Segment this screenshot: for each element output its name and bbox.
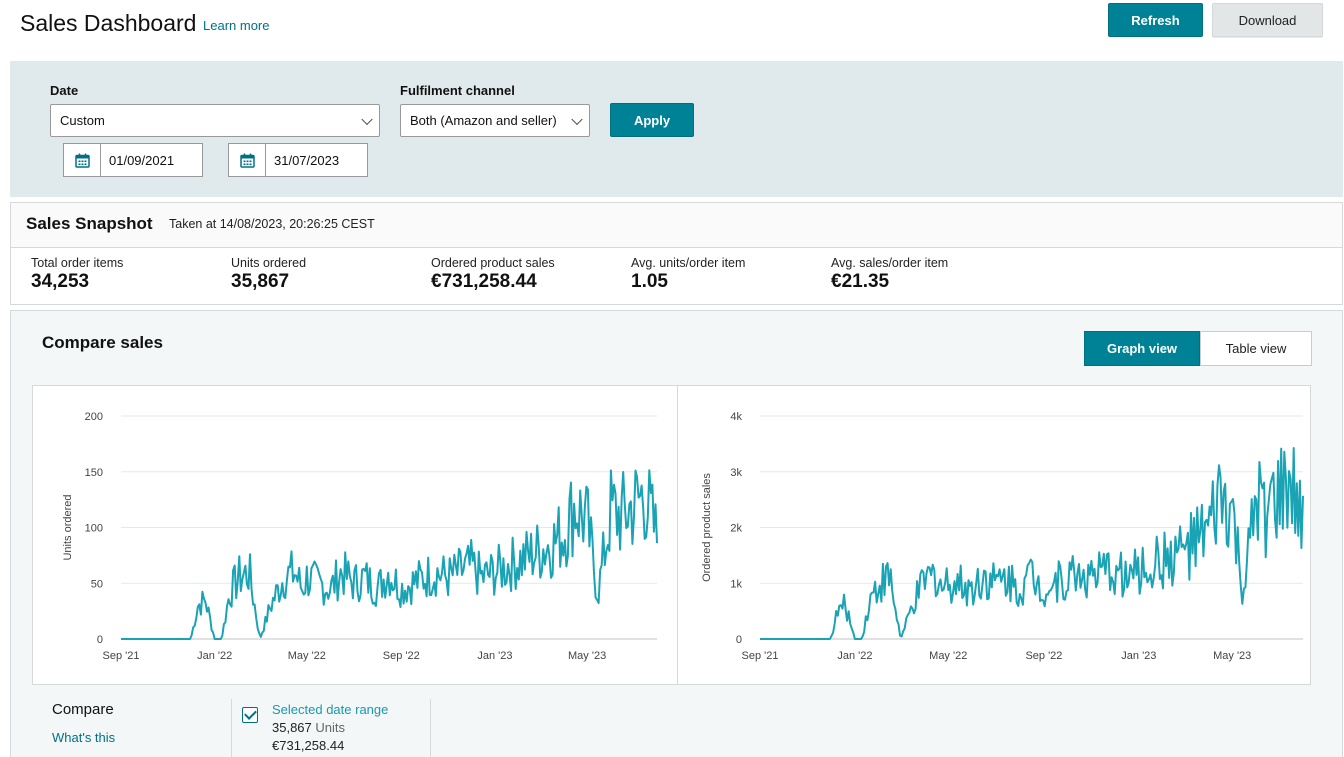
metric-value: €21.35 xyxy=(831,271,890,292)
fulfilment-channel-label: Fulfilment channel xyxy=(400,83,515,98)
metric-value: €731,258.44 xyxy=(431,271,537,292)
selected-range-checkbox[interactable] xyxy=(242,707,258,723)
chart-divider xyxy=(677,386,678,684)
metric-value: 35,867 xyxy=(231,271,290,292)
x-tick-label: Jan '22 xyxy=(197,650,232,662)
date-range-select[interactable]: Custom xyxy=(50,104,380,137)
fulfilment-channel-select[interactable]: Both (Amazon and seller) xyxy=(400,104,590,137)
metric-value: 34,253 xyxy=(31,271,90,292)
download-button[interactable]: Download xyxy=(1212,3,1323,37)
table-view-tab[interactable]: Table view xyxy=(1200,331,1312,366)
legend-units-value: 35,867 xyxy=(272,720,312,735)
x-tick-label: Jan '22 xyxy=(837,650,872,662)
metric-label: Avg. sales/order item xyxy=(831,256,949,270)
snapshot-timestamp: Taken at 14/08/2023, 20:26:25 CEST xyxy=(169,217,375,231)
date-range-value: Custom xyxy=(60,113,105,128)
charts-container: 0 50 100 150 200 Sep '21 Jan '22 May '22 Sep '22… xyxy=(32,385,1311,685)
x-tick-label: May '23 xyxy=(1213,650,1251,662)
x-tick-label: Sep '21 xyxy=(103,650,140,662)
y-tick-label: 1k xyxy=(730,578,742,590)
apply-button[interactable]: Apply xyxy=(610,103,694,137)
chevron-down-icon xyxy=(361,113,373,125)
fulfilment-channel-value: Both (Amazon and seller) xyxy=(410,113,557,128)
filter-panel: Date Custom Fulfilment channel Both (Ama… xyxy=(10,61,1343,197)
start-date-value: 01/09/2021 xyxy=(109,152,175,168)
metric-avg-sales-per-item: Avg. sales/order item €21.35 xyxy=(831,256,948,293)
metric-label: Units ordered xyxy=(231,256,307,270)
y-tick-label: 200 xyxy=(85,411,103,423)
calendar-icon[interactable] xyxy=(229,144,266,176)
calendar-icon[interactable] xyxy=(64,144,101,176)
legend-units-word: Units xyxy=(315,720,346,735)
snapshot-header: Sales Snapshot Taken at 14/08/2023, 20:2… xyxy=(11,203,1342,248)
metric-total-order-items: Total order items 34,253 xyxy=(31,256,123,293)
metric-units-ordered: Units ordered 35,867 xyxy=(231,256,306,293)
x-tick-label: Sep '21 xyxy=(742,650,779,662)
x-tick-label: May '23 xyxy=(568,650,606,662)
page-title: Sales Dashboard xyxy=(20,10,197,36)
x-tick-label: Jan '23 xyxy=(477,650,512,662)
x-tick-label: Jan '23 xyxy=(1121,650,1156,662)
series-line xyxy=(760,447,1304,640)
refresh-button[interactable]: Refresh xyxy=(1108,3,1203,37)
whats-this-link[interactable]: What's this xyxy=(52,730,116,745)
x-tick-label: Sep '22 xyxy=(1025,650,1062,662)
metric-ordered-product-sales: Ordered product sales €731,258.44 xyxy=(431,256,555,293)
y-tick-label: 3k xyxy=(730,467,742,479)
snapshot-title: Sales Snapshot xyxy=(26,214,153,233)
y-axis-label: Units ordered xyxy=(62,494,74,560)
y-axis-label: Ordered product sales xyxy=(701,473,713,582)
start-date-field[interactable]: 01/09/2021 xyxy=(63,143,203,177)
date-label: Date xyxy=(50,83,79,98)
metric-label: Total order items xyxy=(31,256,124,270)
y-tick-label: 2k xyxy=(730,523,742,535)
units-ordered-chart: 0 50 100 150 200 Sep '21 Jan '22 May '22 Sep '22… xyxy=(62,411,658,662)
x-tick-label: Sep '22 xyxy=(383,650,420,662)
legend-title: Selected date range xyxy=(272,702,389,717)
compare-sales-title: Compare sales xyxy=(42,333,163,352)
legend-sales-value: €731,258.44 xyxy=(272,738,345,753)
legend-units: 35,867 Units xyxy=(272,720,345,735)
metric-label: Avg. units/order item xyxy=(631,256,746,270)
end-date-value: 31/07/2023 xyxy=(274,152,340,168)
metric-label: Ordered product sales xyxy=(431,256,555,270)
y-tick-label: 150 xyxy=(85,467,103,479)
compare-sales-panel: Compare sales Graph view Table view 0 50 1… xyxy=(10,310,1343,757)
learn-more-link[interactable]: Learn more xyxy=(203,18,270,33)
graph-view-tab[interactable]: Graph view xyxy=(1084,331,1200,366)
y-tick-label: 0 xyxy=(97,634,103,646)
sales-snapshot: Sales Snapshot Taken at 14/08/2023, 20:2… xyxy=(10,202,1343,305)
chevron-down-icon xyxy=(571,113,583,125)
metric-value: 1.05 xyxy=(631,271,668,292)
x-tick-label: May '22 xyxy=(288,650,326,662)
y-tick-label: 0 xyxy=(736,634,742,646)
y-tick-label: 100 xyxy=(85,523,103,535)
legend-selected-range: Selected date range 35,867 Units €731,25… xyxy=(231,699,431,757)
series-line xyxy=(121,469,658,640)
y-tick-label: 50 xyxy=(91,578,103,590)
compare-label: Compare xyxy=(52,701,114,718)
metric-avg-units-per-item: Avg. units/order item 1.05 xyxy=(631,256,745,293)
ordered-product-sales-chart: 0 1k 2k 3k 4k Sep '21 Jan '22 May '22 Sep '22 Jan… xyxy=(701,411,1304,662)
end-date-field[interactable]: 31/07/2023 xyxy=(228,143,368,177)
x-tick-label: May '22 xyxy=(929,650,967,662)
y-tick-label: 4k xyxy=(730,411,742,423)
